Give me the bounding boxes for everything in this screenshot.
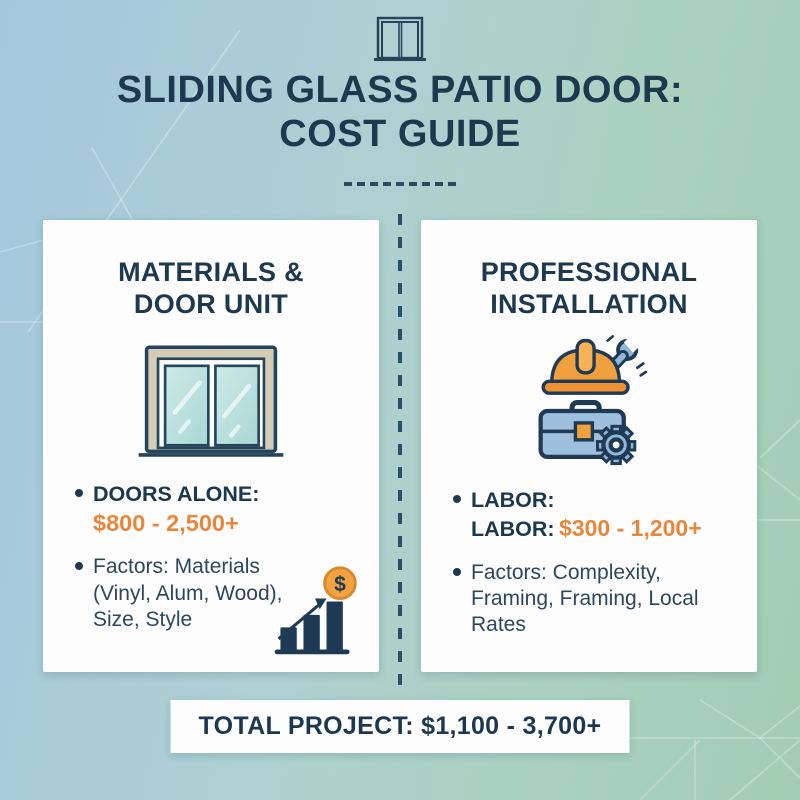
doors-alone-bullet: DOORS ALONE: $800 - 2,500+ (75, 481, 379, 538)
installation-factors-text: Factors: Complexity, Framing, Framing, L… (471, 560, 699, 637)
header-door-icon (374, 16, 426, 61)
bullet-dot (75, 562, 83, 571)
materials-factors-text: Factors: Materials (Vinyl, Alum, Wood), … (93, 555, 283, 632)
materials-bullet-list: DOORS ALONE: $800 - 2,500+ Factors: Mate… (75, 481, 379, 634)
page-title-line1: SLIDING GLASS PATIO DOOR: (116, 69, 684, 111)
doors-alone-price: $800 - 2,500+ (93, 509, 239, 536)
labor-price: $300 - 1,200+ (559, 514, 702, 541)
installation-card-title: PROFESSIONAL INSTALLATION (421, 256, 757, 321)
installation-factors-bullet: Factors: Complexity, Framing, Framing, L… (453, 560, 757, 639)
labor-bullet: LABOR: LABOR: $300 - 1,200+ (453, 487, 757, 544)
installation-card: PROFESSIONAL INSTALLATION (421, 220, 757, 672)
labor-label-line2: LABOR: (471, 516, 555, 541)
materials-title-line2: DOOR UNIT (133, 289, 289, 320)
vertical-dashed-separator (398, 214, 402, 692)
materials-factors-bullet: Factors: Materials (Vinyl, Alum, Wood), … (75, 554, 379, 633)
rising-bar-chart-dollar-icon: $ (274, 566, 357, 655)
sliding-glass-door-illustration (138, 345, 284, 457)
doors-alone-label: DOORS ALONE: (93, 481, 260, 506)
page-title-line2: COST GUIDE (279, 113, 521, 156)
page-title: SLIDING GLASS PATIO DOOR: COST GUIDE (0, 68, 800, 156)
hard-hat-wrench-toolbox-gear-illustration (538, 334, 648, 465)
coin-dollar-symbol: $ (334, 573, 346, 596)
dashed-divider (344, 182, 456, 186)
materials-card-title: MATERIALS & DOOR UNIT (43, 256, 379, 321)
hard-hat-icon (541, 338, 630, 395)
bullet-dot (453, 567, 461, 576)
gear-icon (595, 424, 637, 465)
installation-title-line2: INSTALLATION (490, 289, 688, 320)
labor-label-line1: LABOR: (471, 487, 555, 512)
installation-title-line1: PROFESSIONAL (480, 257, 698, 287)
total-project-text: TOTAL PROJECT: $1,100 - 3,700+ (198, 712, 602, 740)
materials-title-line1: MATERIALS & (118, 257, 304, 287)
bullet-dot (75, 488, 83, 497)
total-project-bar: TOTAL PROJECT: $1,100 - 3,700+ (170, 700, 630, 753)
materials-card: MATERIALS & DOOR UNIT DOORS ALONE: $800 … (43, 220, 379, 672)
bullet-dot (453, 494, 461, 503)
installation-bullet-list: LABOR: LABOR: $300 - 1,200+ Factors: Com… (453, 487, 757, 639)
